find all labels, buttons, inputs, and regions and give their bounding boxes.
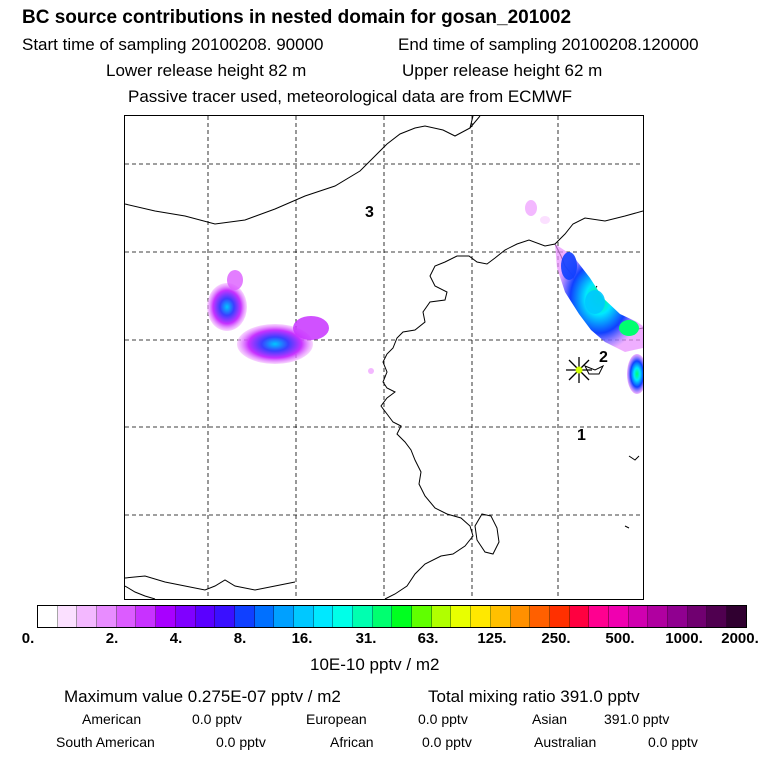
colorbar-swatch xyxy=(254,606,275,627)
south-american-value: 0.0 pptv xyxy=(216,734,266,750)
colorbar-swatch xyxy=(353,606,373,627)
colorbar-swatch xyxy=(116,606,137,627)
colorbar-tick-label: 125. xyxy=(477,630,507,647)
american-value: 0.0 pptv xyxy=(192,711,242,727)
american-label: American xyxy=(82,711,142,727)
title: BC source contributions in nested domain… xyxy=(22,7,572,28)
colorbar-swatch xyxy=(136,606,157,627)
region-label-3: 3 xyxy=(365,204,374,221)
colorbar-swatch xyxy=(707,606,728,627)
colorbar-swatch xyxy=(372,606,393,627)
colorbar-swatch xyxy=(648,606,668,627)
start-time: Start time of sampling 20100208. 90000 xyxy=(22,35,324,54)
european-value: 0.0 pptv xyxy=(418,711,468,727)
colorbar-tick-label: 63. xyxy=(417,630,439,647)
african-value: 0.0 pptv xyxy=(422,734,472,750)
colorbar-swatch xyxy=(569,606,590,627)
total-mixing-ratio: Total mixing ratio 391.0 pptv xyxy=(428,687,640,706)
colorbar-tick-label: 1000. xyxy=(665,630,703,647)
colorbar-swatch xyxy=(333,606,353,627)
colorbar-swatch xyxy=(608,606,629,627)
colorbar-swatch xyxy=(234,606,255,627)
colorbar-tick-label: 31. xyxy=(355,630,377,647)
colorbar-swatch xyxy=(156,606,176,627)
receptor-star-icon xyxy=(566,357,592,383)
colorbar-swatch xyxy=(38,606,58,627)
african-label: African xyxy=(330,734,374,750)
colorbar-swatch xyxy=(392,606,413,627)
colorbar-swatch xyxy=(451,606,472,627)
tracer-note: Passive tracer used, meteorological data… xyxy=(128,87,573,106)
south-american-label: South American xyxy=(56,734,155,750)
colorbar-swatch xyxy=(293,606,314,627)
colorbar-tick-label: 8. xyxy=(233,630,247,647)
colorbar-tick-label: 2000. xyxy=(721,630,759,647)
australian-value: 0.0 pptv xyxy=(648,734,698,750)
region-label-2: 2 xyxy=(599,349,608,366)
european-label: European xyxy=(306,711,367,727)
australian-label: Australian xyxy=(534,734,597,750)
colorbar-swatch xyxy=(490,606,511,627)
asian-value: 391.0 pptv xyxy=(604,711,670,727)
asian-label: Asian xyxy=(532,711,568,727)
colorbar xyxy=(37,605,747,628)
contribution-map: 3 2 1 xyxy=(124,115,644,600)
colorbar-tick-label: 16. xyxy=(291,630,313,647)
colorbar-swatch xyxy=(313,606,334,627)
end-time: End time of sampling 20100208.120000 xyxy=(398,35,699,54)
colorbar-swatch xyxy=(471,606,491,627)
colorbar-swatch xyxy=(530,606,550,627)
colorbar-tick-label: 500. xyxy=(605,630,635,647)
lower-release-height: Lower release height 82 m xyxy=(106,61,307,80)
maximum-value: Maximum value 0.275E-07 pptv / m2 xyxy=(64,687,341,706)
colorbar-swatch xyxy=(215,606,235,627)
region-label-1: 1 xyxy=(577,427,586,444)
colorbar-swatch xyxy=(97,606,117,627)
colorbar-tick-label: 4. xyxy=(169,630,183,647)
colorbar-swatch xyxy=(510,606,531,627)
colorbar-swatch xyxy=(687,606,708,627)
colorbar-swatch xyxy=(274,606,294,627)
colorbar-swatch xyxy=(412,606,432,627)
colorbar-swatch xyxy=(57,606,78,627)
colorbar-swatch xyxy=(589,606,609,627)
upper-release-height: Upper release height 62 m xyxy=(402,61,603,80)
colorbar-swatch xyxy=(668,606,688,627)
colorbar-unit: 10E-10 pptv / m2 xyxy=(310,655,440,674)
colorbar-swatch xyxy=(549,606,570,627)
colorbar-tick-label: 250. xyxy=(541,630,571,647)
colorbar-swatch xyxy=(175,606,196,627)
colorbar-swatch xyxy=(431,606,452,627)
concentration-plumes xyxy=(207,200,643,394)
colorbar-swatch xyxy=(727,606,746,627)
grid-lines xyxy=(125,116,643,599)
colorbar-swatch xyxy=(195,606,216,627)
colorbar-swatch xyxy=(628,606,649,627)
colorbar-tick-label: 0. xyxy=(21,630,35,647)
colorbar-swatch xyxy=(77,606,98,627)
colorbar-tick-label: 2. xyxy=(105,630,119,647)
